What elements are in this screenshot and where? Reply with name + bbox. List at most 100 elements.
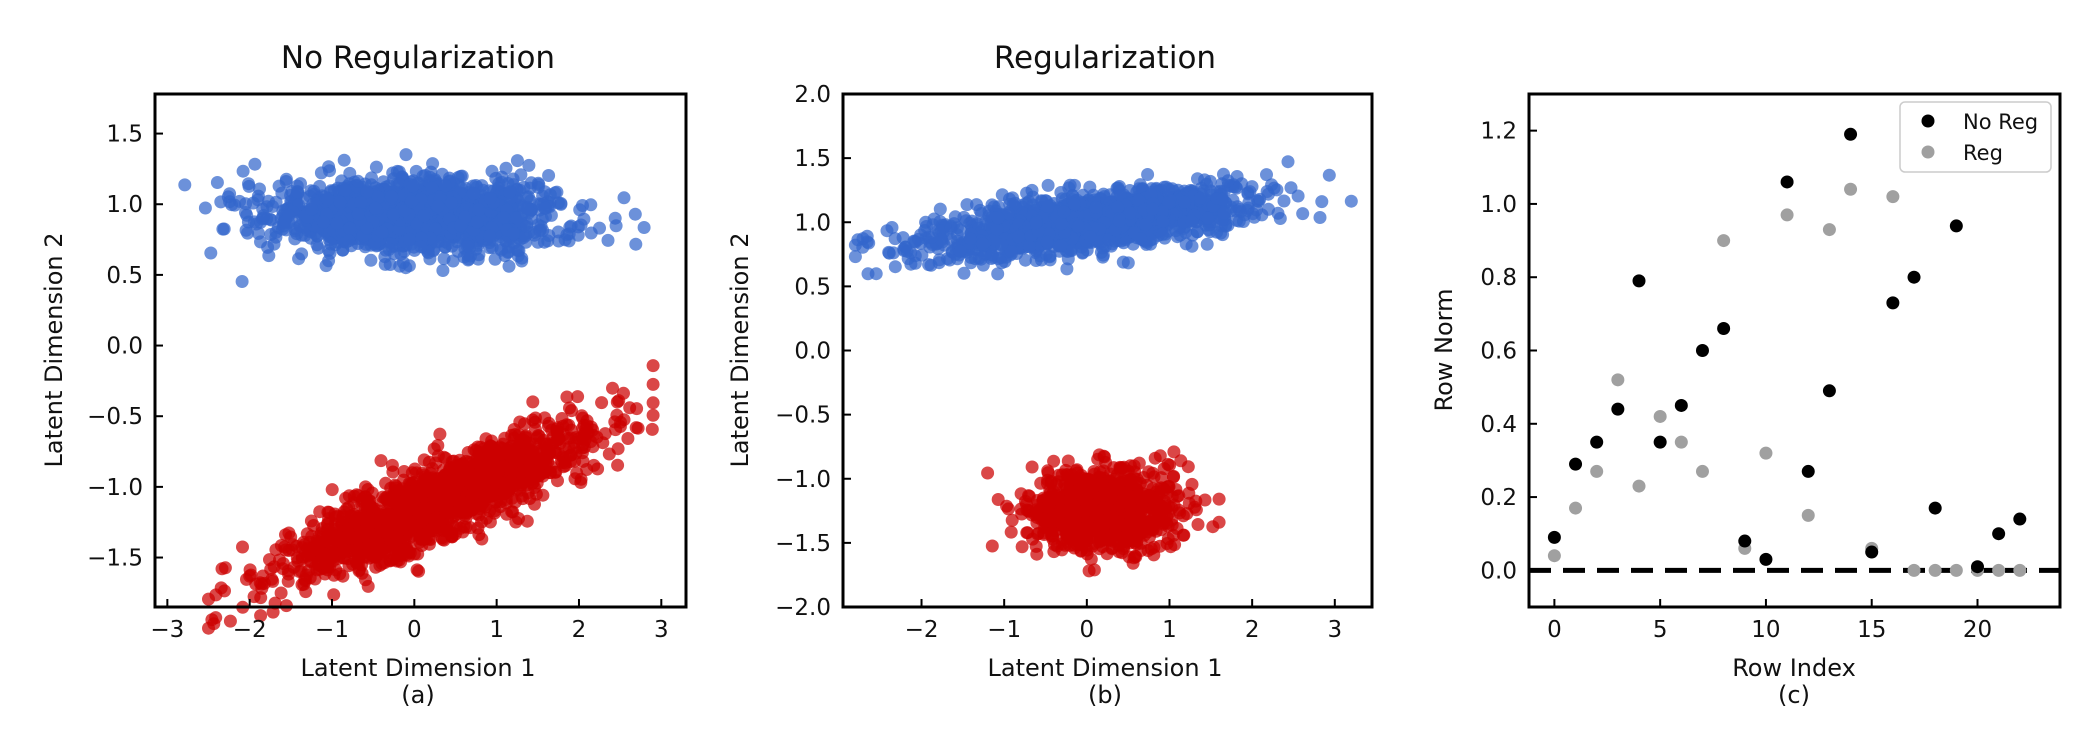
blue-cluster-point (991, 211, 1005, 225)
blue-cluster-point (311, 241, 325, 255)
blue-cluster-point (1029, 216, 1043, 230)
blue-cluster-point (404, 195, 418, 209)
blue-cluster-point (295, 247, 309, 261)
red-cluster-point (425, 462, 439, 476)
y-tick-label: −1.5 (87, 546, 143, 572)
blue-cluster-point (1116, 255, 1130, 269)
red-cluster-point (202, 592, 215, 606)
red-cluster-point (471, 521, 485, 535)
blue-cluster-point (483, 229, 497, 243)
blue-cluster-point (236, 164, 250, 178)
blue-cluster-point (441, 237, 455, 250)
red-cluster-point (560, 390, 574, 404)
red-cluster-point (520, 514, 534, 528)
red-cluster-point (309, 560, 322, 574)
blue-cluster-point (1260, 168, 1273, 182)
red-cluster-point (611, 458, 625, 472)
red-cluster-point (606, 381, 619, 395)
blue-cluster-point (386, 166, 400, 180)
blue-cluster-point (1322, 168, 1336, 182)
red-cluster-point (328, 517, 342, 531)
blue-cluster-point (494, 242, 508, 256)
red-cluster-point (449, 493, 463, 507)
blue-cluster-point (322, 243, 336, 257)
blue-cluster-point (1112, 214, 1126, 228)
blue-cluster-point (344, 239, 358, 253)
blue-cluster-point (503, 185, 517, 199)
red-cluster-point (276, 562, 290, 576)
blue-cluster-point (466, 187, 480, 200)
blue-cluster-point (1040, 235, 1054, 249)
blue-cluster-point (888, 260, 902, 274)
blue-cluster-point (629, 237, 643, 251)
blue-cluster-point (1134, 232, 1148, 246)
blue-cluster-point (235, 275, 249, 288)
blue-cluster-point (242, 179, 256, 193)
blue-cluster-point (976, 258, 990, 272)
red-cluster-point (214, 581, 228, 595)
blue-cluster-point (444, 196, 458, 210)
blue-cluster-point (461, 240, 474, 253)
blue-cluster-point (387, 208, 400, 222)
red-cluster-point (524, 452, 538, 466)
blue-cluster-point (1178, 195, 1191, 209)
blue-cluster-point (1057, 205, 1071, 219)
panel-a-caption: (a) (401, 681, 434, 709)
blue-cluster-point (499, 161, 513, 175)
blue-cluster-point (288, 224, 302, 238)
red-cluster-point (645, 422, 659, 436)
blue-cluster-point (279, 172, 293, 186)
blue-cluster-point (1041, 200, 1055, 213)
blue-cluster-point (1193, 191, 1207, 205)
blue-cluster-point (252, 226, 265, 240)
blue-cluster-point (1281, 155, 1295, 169)
red-cluster-point (646, 377, 660, 391)
red-cluster-point (345, 531, 358, 545)
blue-cluster-point (990, 222, 1004, 236)
blue-cluster-point (536, 189, 550, 203)
x-tick-label: 1 (489, 617, 504, 643)
blue-cluster-point (330, 216, 344, 230)
blue-cluster-point (269, 195, 283, 209)
blue-cluster-point (210, 176, 224, 189)
blue-cluster-point (365, 171, 378, 185)
blue-cluster-point (364, 253, 378, 267)
red-cluster-point (472, 455, 486, 469)
blue-cluster-point (1054, 239, 1068, 253)
blue-cluster-point (241, 226, 255, 240)
red-cluster-point (319, 558, 333, 572)
blue-cluster-point (369, 160, 383, 174)
red-cluster-point (468, 486, 482, 500)
blue-cluster-point (964, 256, 978, 270)
blue-cluster-point (1216, 192, 1229, 206)
blue-cluster-point (354, 196, 368, 209)
y-tick-label: 0.5 (106, 263, 143, 289)
red-cluster-point (404, 499, 418, 513)
x-tick-label: 3 (654, 617, 669, 643)
blue-cluster-point (959, 214, 973, 228)
blue-cluster-point (520, 220, 534, 233)
red-cluster-point (529, 411, 542, 425)
blue-cluster-point (963, 232, 977, 246)
red-cluster-point (563, 448, 577, 462)
blue-cluster-point (1068, 197, 1081, 211)
blue-cluster-point (571, 220, 585, 234)
blue-cluster-point (1012, 230, 1026, 244)
panel-b-title: Regularization (994, 40, 1216, 76)
red-cluster-point (409, 466, 423, 480)
blue-cluster-point (562, 234, 576, 248)
blue-cluster-point (584, 226, 598, 240)
blue-cluster-point (351, 174, 365, 188)
blue-cluster-point (436, 264, 450, 277)
y-tick-label: 1.0 (106, 192, 143, 218)
red-cluster-point (483, 515, 497, 529)
blue-cluster-point (953, 244, 967, 258)
blue-cluster-point (1146, 202, 1160, 216)
blue-cluster-point (251, 189, 265, 203)
blue-cluster-point (1344, 194, 1358, 208)
red-cluster-point (587, 458, 601, 472)
blue-cluster-point (282, 209, 296, 222)
blue-cluster-point (510, 211, 524, 225)
blue-cluster-point (1313, 211, 1327, 224)
blue-cluster-point (521, 190, 535, 204)
